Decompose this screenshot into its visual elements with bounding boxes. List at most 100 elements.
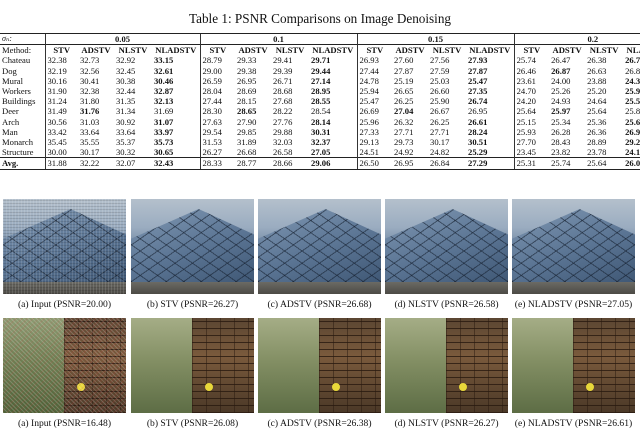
psnr-cell: 31.69 <box>154 106 174 117</box>
psnr-cell: 28.04 <box>199 86 236 97</box>
psnr-cell: 25.31 <box>513 157 550 170</box>
psnr-cell: 30.31 <box>311 126 331 137</box>
method-header: ADSTV <box>392 44 429 56</box>
brick-image <box>512 318 635 413</box>
psnr-cell: 32.87 <box>154 86 174 97</box>
psnr-cell: 26.09 <box>623 157 640 170</box>
psnr-cell: 27.70 <box>513 137 550 148</box>
psnr-cell: 29.39 <box>273 65 293 76</box>
image-name: Arch <box>2 116 20 127</box>
method-header: NLADSTV <box>309 44 358 56</box>
psnr-cell: 32.92 <box>116 55 136 66</box>
psnr-cell: 27.59 <box>430 65 450 76</box>
psnr-cell: 32.45 <box>116 65 136 76</box>
psnr-cell: 25.64 <box>513 106 550 117</box>
psnr-cell: 26.25 <box>430 116 450 127</box>
psnr-cell: 33.15 <box>154 55 174 66</box>
psnr-cell: 35.55 <box>80 137 100 148</box>
psnr-cell: 25.15 <box>513 116 550 127</box>
psnr-cell: 25.74 <box>513 55 550 66</box>
image-name: Mural <box>2 75 24 86</box>
psnr-cell: 26.85 <box>625 65 640 76</box>
psnr-cell: 31.80 <box>80 96 100 107</box>
psnr-cell: 30.17 <box>430 137 450 148</box>
psnr-cell: 29.88 <box>273 126 293 137</box>
psnr-cell: 26.63 <box>587 65 607 76</box>
method-header: NLSTV <box>114 44 152 56</box>
psnr-cell: 24.70 <box>513 86 550 97</box>
psnr-cell: 26.50 <box>356 157 393 170</box>
psnr-cell: 24.92 <box>394 147 414 158</box>
psnr-cell: 28.55 <box>311 96 331 107</box>
psnr-cell: 27.68 <box>273 96 293 107</box>
table-row: Buildings 31.24 31.80 31.35 32.13 27.44 28.15 2… <box>0 96 640 107</box>
average-row: Avg. 31.88 32.22 32.07 32.43 28.33 28.77 28.66 2… <box>0 157 640 170</box>
sigma-label: σₙ: <box>0 32 45 45</box>
pyr-result-panel: (d) NLSTV (PSNR=26.58) <box>385 199 508 310</box>
method-header: NLSTV <box>271 44 310 56</box>
table-row: Structure 30.00 30.17 30.32 30.65 26.27 26.68 2… <box>0 147 640 158</box>
psnr-cell: 29.41 <box>273 55 293 66</box>
pyr-result-panel: (c) ADSTV (PSNR=26.68) <box>258 199 381 310</box>
pyr-result-panel: (b) STV (PSNR=26.27) <box>131 199 254 310</box>
method-header: NLADSTV <box>466 44 515 56</box>
psnr-cell: 32.44 <box>116 86 136 97</box>
psnr-cell: 32.07 <box>114 157 152 170</box>
psnr-cell: 30.92 <box>116 116 136 127</box>
pyr-image <box>512 199 635 294</box>
psnr-cell: 27.14 <box>311 75 331 86</box>
psnr-cell: 25.03 <box>430 75 450 86</box>
psnr-cell: 25.26 <box>551 86 571 97</box>
psnr-cell: 26.67 <box>430 106 450 117</box>
psnr-cell: 25.97 <box>551 106 571 117</box>
psnr-cell: 26.27 <box>199 147 236 158</box>
noise-level-row: σₙ: 0.05 0.1 0.15 0.2 <box>0 32 640 45</box>
psnr-cell: 25.63 <box>625 116 640 127</box>
psnr-cell: 30.16 <box>44 75 78 87</box>
psnr-cell: 23.82 <box>551 147 571 158</box>
psnr-cell: 27.76 <box>273 116 293 127</box>
table-row: Chateau 32.38 32.73 32.92 33.15 28.79 29.33 29.… <box>0 55 640 66</box>
psnr-cell: 25.36 <box>587 116 607 127</box>
psnr-cell: 31.07 <box>154 116 174 127</box>
psnr-cell: 30.41 <box>80 75 100 86</box>
pyr-result-panel: (a) Input (PSNR=20.00) <box>3 199 126 310</box>
psnr-cell: 30.32 <box>116 147 136 158</box>
image-name: Workers <box>2 86 31 97</box>
table-row: Mural 30.16 30.41 30.38 30.46 26.59 26.95 26.71… <box>0 75 640 87</box>
brick-result-panel: (a) Input (PSNR=16.48) <box>3 318 126 429</box>
psnr-cell: 25.96 <box>356 116 393 127</box>
psnr-cell: 27.90 <box>237 116 257 127</box>
psnr-cell: 24.20 <box>513 96 550 107</box>
noise-level-header: 0.2 <box>513 32 640 45</box>
subfigure-caption: (d) NLSTV (PSNR=26.27) <box>394 418 499 429</box>
psnr-cell: 29.85 <box>237 126 257 137</box>
psnr-cell: 25.93 <box>513 126 550 138</box>
psnr-cell: 27.35 <box>468 86 488 97</box>
psnr-cell: 27.56 <box>430 55 450 66</box>
image-name: Structure <box>2 147 34 158</box>
psnr-cell: 27.71 <box>394 126 414 137</box>
pyr-image <box>258 199 381 294</box>
psnr-cell: 26.36 <box>587 126 607 137</box>
brick-result-panel: (c) ADSTV (PSNR=26.38) <box>258 318 381 429</box>
subfigure-caption: (e) NLADSTV (PSNR=27.05) <box>514 299 633 310</box>
psnr-cell: 26.38 <box>587 55 607 66</box>
table-caption: Table 1: PSNR Comparisons on Image Denoi… <box>188 11 452 26</box>
subfigure-caption: (e) NLADSTV (PSNR=26.61) <box>514 418 633 429</box>
psnr-cell: 32.56 <box>80 65 100 76</box>
psnr-cell: 24.78 <box>356 75 393 87</box>
psnr-cell: 25.64 <box>587 106 607 117</box>
brick-result-panel: (e) NLADSTV (PSNR=26.61) <box>512 318 635 429</box>
psnr-cell: 26.69 <box>356 106 393 117</box>
psnr-cell: 27.63 <box>199 116 236 127</box>
psnr-cell: 26.65 <box>394 86 414 97</box>
psnr-cell: 30.17 <box>80 147 100 158</box>
psnr-cell: 33.64 <box>80 126 100 137</box>
psnr-cell: 29.71 <box>311 55 331 66</box>
psnr-cell: 30.00 <box>44 147 78 158</box>
psnr-cell: 25.94 <box>356 86 393 97</box>
psnr-cell: 28.89 <box>587 137 607 148</box>
psnr-cell: 29.54 <box>199 126 236 138</box>
psnr-cell: 26.32 <box>394 116 414 127</box>
